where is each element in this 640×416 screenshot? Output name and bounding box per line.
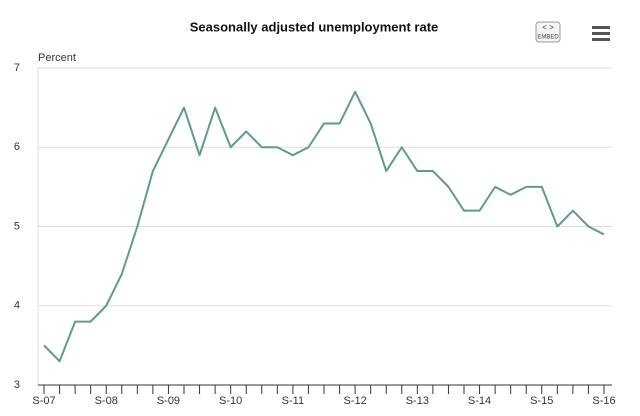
x-tick-label: S-08	[95, 395, 118, 407]
menu-bar[interactable]	[592, 26, 610, 29]
y-tick-label: 5	[14, 220, 20, 232]
x-tick-label: S-16	[592, 395, 615, 407]
x-tick-label: S-15	[530, 395, 553, 407]
y-tick-label: 6	[14, 141, 20, 153]
x-tick-label: S-14	[468, 395, 491, 407]
chart-title: Seasonally adjusted unemployment rate	[190, 19, 439, 34]
x-tick-label: S-13	[406, 395, 429, 407]
x-tick-label: S-09	[157, 395, 180, 407]
x-tick-label: S-07	[32, 395, 55, 407]
y-tick-label: 7	[14, 62, 20, 74]
embed-button-box[interactable]	[535, 21, 561, 43]
menu-button[interactable]	[592, 26, 610, 41]
embed-button[interactable]: < > EMBED	[535, 21, 561, 43]
x-tick-label: S-10	[219, 395, 242, 407]
menu-bar[interactable]	[592, 38, 610, 41]
menu-bar[interactable]	[592, 32, 610, 35]
y-tick-label: 3	[14, 379, 20, 391]
y-axis-label: Percent	[38, 52, 76, 64]
embed-label[interactable]: EMBED	[537, 35, 559, 41]
x-tick-label: S-11	[282, 395, 304, 407]
data-line	[43, 90, 605, 363]
embed-icon[interactable]: < >	[542, 23, 554, 32]
x-tick-label: S-12	[343, 395, 366, 407]
y-tick-label: 4	[14, 300, 20, 312]
